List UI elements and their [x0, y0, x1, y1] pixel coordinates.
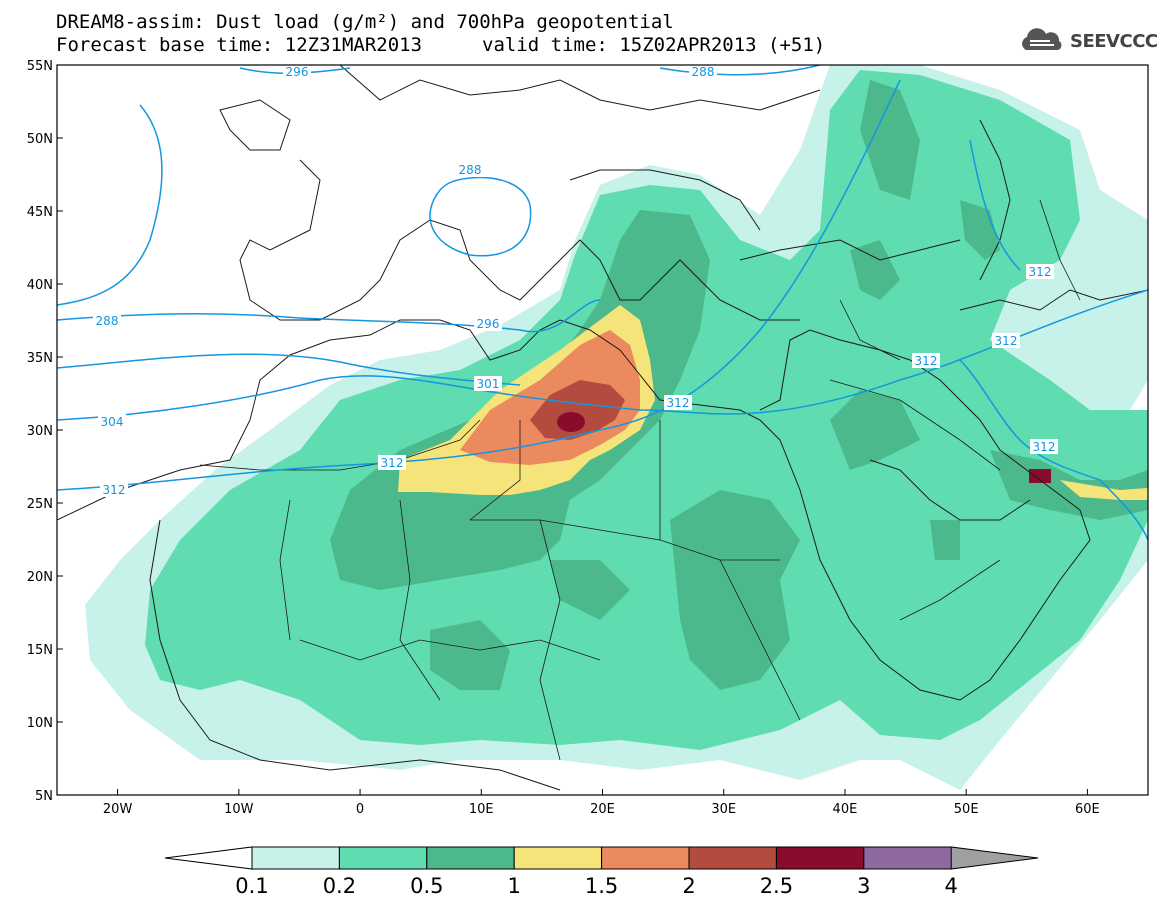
svg-text:288: 288	[692, 65, 715, 79]
country-borders	[199, 199, 1081, 761]
coastlines	[57, 65, 1148, 791]
contour-label: 312	[1026, 264, 1054, 279]
svg-text:312: 312	[103, 483, 126, 497]
contour-label: 288	[93, 313, 121, 328]
lon-tick-label: 20W	[103, 802, 133, 817]
cloud-icon	[1022, 28, 1062, 50]
lat-tick-label: 20N	[27, 570, 53, 585]
contour-label: 296	[474, 316, 502, 331]
colorbar-label: 0.2	[322, 874, 357, 898]
colorbar-swatch	[513, 846, 603, 870]
lat-axis: 55N 50N 45N 40N 35N 30N 25N 20N 15N 10N 5N	[27, 59, 63, 804]
colorbar-label: 2.5	[759, 874, 794, 898]
map-title: DREAM8-assim: Dust load (g/m²) and 700hP…	[56, 11, 674, 33]
contour-label: 312	[100, 482, 128, 497]
colorbar-label: 1	[507, 874, 521, 898]
dust-hotspot	[1029, 469, 1051, 483]
dust-band-2	[530, 380, 625, 440]
lon-tick-label: 30E	[711, 802, 736, 817]
lon-tick-label: 50E	[954, 802, 979, 817]
lon-tick-label: 10W	[224, 802, 254, 817]
seevccc-logo: SEEVCCC	[1018, 28, 1158, 54]
colorbar	[164, 846, 1039, 870]
svg-text:288: 288	[459, 163, 482, 177]
colorbar-label: 2	[682, 874, 696, 898]
contour-label: 301	[474, 376, 502, 391]
contour-label: 312	[1030, 439, 1058, 454]
dust-band-2.5	[557, 412, 585, 432]
colorbar-swatch	[863, 846, 952, 870]
svg-text:296: 296	[286, 65, 309, 79]
svg-text:312: 312	[995, 334, 1018, 348]
lat-tick-label: 30N	[27, 424, 53, 439]
lon-axis: 20W 10W 0 10E 20E 30E 40E 50E 60E	[103, 789, 1100, 817]
contour-label: 288	[689, 64, 717, 79]
colorbar-label: 3	[857, 874, 871, 898]
colorbar-arrow-left	[164, 846, 253, 870]
lat-tick-label: 25N	[27, 497, 53, 512]
contour-label: 288	[456, 162, 484, 177]
colorbar-arrow-right	[950, 846, 1039, 870]
lat-tick-label: 45N	[27, 205, 53, 220]
svg-text:312: 312	[381, 456, 404, 470]
lat-tick-label: 35N	[27, 351, 53, 366]
colorbar-swatch	[688, 846, 777, 870]
contour-label: 312	[992, 333, 1020, 348]
contour-label: 312	[664, 395, 692, 410]
svg-text:288: 288	[96, 314, 119, 328]
colorbar-swatch	[338, 846, 428, 870]
colorbar-swatch	[601, 846, 690, 870]
svg-text:312: 312	[1029, 265, 1052, 279]
colorbar-label: 4	[944, 874, 958, 898]
lat-tick-label: 55N	[27, 59, 53, 74]
colorbar-label: 0.5	[410, 874, 444, 898]
logo-text: SEEVCCC	[1070, 30, 1158, 52]
svg-text:312: 312	[667, 396, 690, 410]
contour-label: 296	[283, 64, 311, 79]
colorbar-swatch	[775, 846, 865, 870]
map-subtitle: Forecast base time: 12Z31MAR2013 valid ti…	[56, 35, 825, 55]
lon-tick-label: 40E	[833, 802, 858, 817]
lat-tick-label: 40N	[27, 278, 53, 293]
contour-label: 312	[912, 353, 940, 368]
colorbar-label: 0.1	[235, 874, 269, 898]
dust-band-0.5	[330, 80, 1148, 690]
colorbar-label: 1.5	[584, 874, 619, 898]
contour-label: 312	[378, 455, 406, 470]
contour-labels: 296 288 288 296 301 312 312 304 312 312 …	[93, 64, 1058, 497]
lon-tick-label: 60E	[1075, 802, 1100, 817]
svg-text:296: 296	[477, 317, 500, 331]
lon-tick-label: 0	[356, 802, 364, 817]
base-time: Forecast base time: 12Z31MAR2013	[56, 34, 423, 56]
colorbar-swatch	[251, 846, 340, 870]
svg-text:312: 312	[915, 354, 938, 368]
svg-text:304: 304	[101, 415, 124, 429]
lat-tick-label: 50N	[27, 132, 53, 147]
contour-label: 304	[98, 414, 126, 429]
valid-time: valid time: 15Z02APR2013 (+51)	[482, 34, 826, 56]
colorbar-swatch	[426, 846, 515, 870]
lat-tick-label: 5N	[35, 789, 53, 804]
lon-tick-label: 20E	[590, 802, 615, 817]
geopotential-contours	[57, 65, 1148, 541]
svg-text:301: 301	[477, 377, 500, 391]
lat-tick-label: 15N	[27, 643, 53, 658]
lat-tick-label: 10N	[27, 716, 53, 731]
lon-tick-label: 10E	[469, 802, 494, 817]
svg-text:312: 312	[1033, 440, 1056, 454]
